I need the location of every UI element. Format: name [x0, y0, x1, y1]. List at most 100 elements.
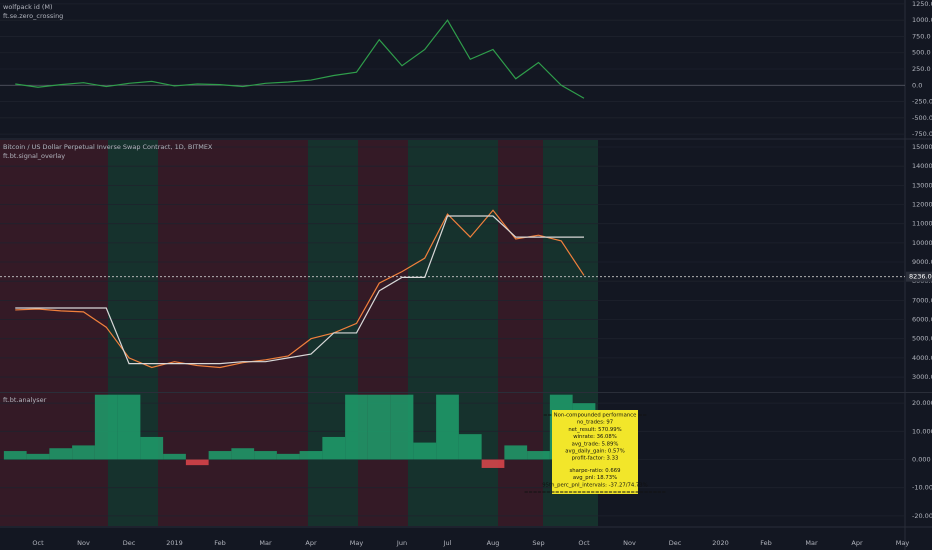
- x-tick-label: Oct: [578, 539, 590, 547]
- performance-line: avg_pnl: 18.73%: [573, 475, 617, 481]
- histogram-bar: [72, 445, 95, 460]
- histogram-bar: [3, 451, 27, 460]
- histogram-bar: [481, 459, 505, 468]
- band: [108, 140, 158, 526]
- x-tick-label: Sep: [532, 539, 544, 547]
- performance-line: no_trades: 97: [577, 420, 613, 426]
- y-tick-label: 7000.0: [912, 296, 932, 304]
- histogram-bar: [231, 448, 255, 460]
- performance-line: profit-factor: 3.33: [572, 456, 619, 462]
- performance-line: 95th_perc_pnl_intervals: -37.27/74.73%: [542, 482, 647, 488]
- histogram-bar: [163, 453, 186, 460]
- pane-title: ft.bt.analyser: [3, 396, 47, 404]
- histogram-bar: [254, 451, 277, 460]
- band: [498, 140, 543, 526]
- performance-line: avg_daily_gain: 0.57%: [565, 449, 624, 455]
- histogram-bar: [504, 445, 528, 460]
- y-tick-label: -10.000: [912, 484, 932, 492]
- x-tick-label: 2020: [712, 539, 729, 547]
- band: [158, 140, 308, 526]
- y-tick-label: 0.000: [912, 456, 931, 464]
- y-tick-label: 250.0: [912, 65, 931, 73]
- y-tick-label: 6000.0: [912, 316, 932, 324]
- y-tick-label: 0.0: [912, 81, 922, 89]
- performance-line: net_result: 570.99%: [568, 427, 621, 433]
- y-tick-label: -250.0: [912, 98, 932, 106]
- performance-box: [552, 410, 638, 494]
- y-tick-label: 750.0: [912, 32, 931, 40]
- x-tick-label: Dec: [669, 539, 682, 547]
- performance-line: sharpe-ratio: 0.669: [570, 468, 621, 474]
- band: [358, 140, 408, 526]
- y-tick-label: 11000.0: [912, 220, 932, 228]
- histogram-bar: [26, 453, 50, 460]
- pane-subtitle: ft.se.zero_crossing: [3, 12, 63, 20]
- series-line: [15, 19, 585, 99]
- performance-line: winrate: 36.08%: [573, 434, 617, 440]
- histogram-bar: [49, 448, 73, 460]
- x-tick-label: May: [896, 539, 910, 547]
- performance-line: ================================: [524, 490, 666, 496]
- x-tick-label: Dec: [123, 539, 136, 547]
- y-tick-label: 3000.0: [912, 373, 932, 381]
- histogram-bar: [458, 434, 482, 460]
- pane-title: wolfpack id (M): [3, 3, 53, 11]
- histogram-bar: [345, 394, 368, 460]
- histogram-bar: [367, 394, 391, 460]
- y-tick-label: 12000.0: [912, 201, 932, 209]
- histogram-bar: [117, 394, 141, 460]
- y-tick-label: 1250.0: [912, 0, 932, 8]
- x-tick-label: Aug: [487, 539, 500, 547]
- series-line: [15, 209, 585, 369]
- band: [0, 140, 108, 526]
- y-tick-label: -500.0: [912, 114, 932, 122]
- y-tick-label: 10000.0: [912, 239, 932, 247]
- last-price-box: [906, 271, 932, 282]
- histogram-bar: [140, 436, 164, 460]
- x-tick-label: Mar: [259, 539, 272, 547]
- histogram-bar: [436, 394, 459, 460]
- last-price-label: 8236.0: [909, 273, 932, 281]
- y-tick-label: 4000.0: [912, 354, 932, 362]
- x-tick-label: Jul: [443, 539, 452, 547]
- pane-title: Bitcoin / US Dollar Perpetual Inverse Sw…: [3, 143, 213, 151]
- y-tick-label: 5000.0: [912, 335, 932, 343]
- x-tick-label: Mar: [805, 539, 818, 547]
- histogram-bar: [185, 459, 209, 466]
- x-tick-label: 2019: [166, 539, 183, 547]
- histogram-bar: [413, 442, 437, 460]
- y-tick-label: 15000.0: [912, 143, 932, 151]
- y-tick-label: 9000.0: [912, 258, 932, 266]
- x-tick-label: Nov: [77, 539, 90, 547]
- y-tick-label: -20.000: [912, 512, 932, 520]
- histogram-bar: [94, 394, 118, 460]
- histogram-bar: [527, 451, 550, 460]
- signal-bands: [0, 140, 598, 526]
- y-tick-label: 1000.0: [912, 16, 932, 24]
- histogram-bar: [276, 453, 300, 460]
- x-tick-label: Nov: [623, 539, 636, 547]
- band: [408, 140, 498, 526]
- y-tick-label: 10.000: [912, 427, 932, 435]
- x-tick-label: Feb: [760, 539, 772, 547]
- x-tick-label: Oct: [32, 539, 44, 547]
- performance-line: avg_trade: 5.89%: [572, 441, 619, 447]
- performance-line: == Non-compounded performance ==: [543, 413, 647, 419]
- y-tick-label: -750.0: [912, 130, 932, 138]
- histogram-bar: [208, 451, 232, 460]
- histogram-bar: [390, 394, 414, 460]
- y-tick-label: 14000.0: [912, 162, 932, 170]
- histogram-bar: [322, 436, 346, 460]
- histogram-bar: [299, 451, 323, 460]
- x-tick-label: May: [350, 539, 364, 547]
- y-tick-label: 20.000: [912, 399, 932, 407]
- x-tick-label: Apr: [305, 539, 317, 547]
- y-tick-label: 13000.0: [912, 181, 932, 189]
- x-tick-label: Feb: [214, 539, 226, 547]
- x-tick-label: Apr: [851, 539, 863, 547]
- y-tick-label: 500.0: [912, 49, 931, 57]
- series-line: [15, 215, 584, 365]
- x-tick-label: Jun: [396, 539, 407, 547]
- pane-subtitle: ft.bt.signal_overlay: [3, 152, 65, 160]
